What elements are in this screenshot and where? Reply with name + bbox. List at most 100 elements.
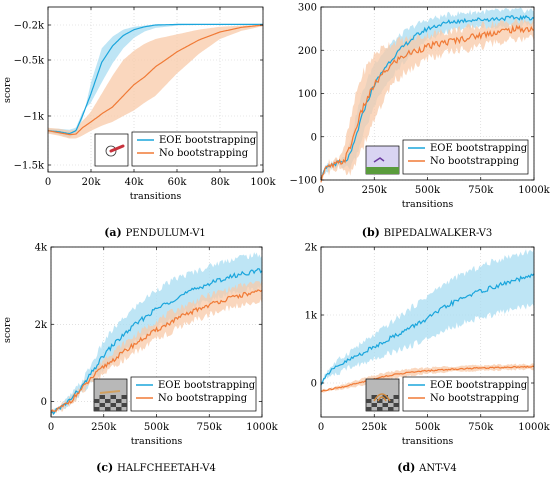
floor-tile-icon bbox=[371, 395, 377, 399]
x-tick-label: 0 bbox=[48, 422, 54, 433]
floor-tile-icon bbox=[116, 399, 122, 403]
legend-box bbox=[130, 376, 257, 412]
x-tick-label: 60k bbox=[168, 177, 188, 188]
floor-tile-icon bbox=[377, 399, 383, 403]
series-band-2 bbox=[48, 24, 263, 139]
legend-label: EOE bootstrapping bbox=[159, 135, 257, 146]
subfigure-caption: (d) ANT-V4 bbox=[397, 461, 457, 474]
x-axis-label: transitions bbox=[131, 436, 183, 447]
floor-tile-icon bbox=[121, 395, 127, 399]
y-tick-label: 0 bbox=[41, 397, 47, 408]
floor-tile-icon bbox=[382, 403, 388, 407]
ant-icon bbox=[373, 393, 391, 402]
x-tick-label: 80k bbox=[211, 177, 231, 188]
floor-tile-icon bbox=[105, 407, 111, 411]
series-line-2 bbox=[321, 365, 535, 392]
legend-label: EOE bootstrapping bbox=[430, 380, 528, 391]
floor-tile-icon bbox=[99, 403, 105, 407]
plot-frame bbox=[47, 6, 264, 173]
x-tick-label: 750k bbox=[468, 422, 494, 433]
legend: EOE bootstrapping No bootstrapping bbox=[131, 131, 258, 167]
y-tick-label: 2k bbox=[35, 320, 48, 331]
environment-thumbnail bbox=[365, 145, 400, 175]
y-tick-label: −100 bbox=[290, 176, 317, 187]
legend-box bbox=[402, 376, 529, 412]
environment-thumbnail bbox=[365, 378, 400, 412]
y-tick-label: −0.5k bbox=[14, 56, 45, 67]
floor-tile-icon bbox=[377, 407, 383, 411]
floor-tile-icon bbox=[371, 403, 377, 407]
x-tick-label: 0 bbox=[318, 185, 324, 196]
series-line-1 bbox=[47, 23, 263, 135]
caption-name: ANT-V4 bbox=[418, 463, 457, 474]
x-tick-label: 1000k bbox=[246, 422, 278, 433]
legend-label: EOE bootstrapping bbox=[158, 380, 256, 391]
series-band-2 bbox=[321, 363, 534, 393]
legend-box bbox=[131, 131, 258, 167]
subfigure-caption: (b) BIPEDALWALKER-V3 bbox=[362, 226, 492, 239]
series-line-2 bbox=[47, 24, 264, 136]
legend-label: No bootstrapping bbox=[159, 148, 249, 159]
x-tick-label: 500k bbox=[415, 185, 441, 196]
legend-label: No bootstrapping bbox=[158, 393, 248, 404]
y-tick-label: 4k bbox=[35, 243, 48, 254]
x-tick-label: 250k bbox=[362, 422, 388, 433]
y-tick-label: −1.5k bbox=[14, 161, 45, 172]
x-axis-label: transitions bbox=[130, 191, 182, 202]
caption-letter: (a) bbox=[104, 226, 125, 239]
caption-letter: (b) bbox=[362, 226, 384, 239]
legend-label: No bootstrapping bbox=[430, 393, 520, 404]
floor-tile-icon bbox=[105, 399, 111, 403]
pendulum-pivot-icon bbox=[105, 145, 117, 157]
environment-thumbnail bbox=[93, 378, 128, 412]
x-tick-label: 750k bbox=[468, 185, 494, 196]
legend: EOE bootstrapping No bootstrapping bbox=[402, 376, 529, 412]
subfigure-caption: (c) HALFCHEETAH-V4 bbox=[96, 461, 216, 474]
floor-tile-icon bbox=[382, 395, 388, 399]
chart-panel-1: 0 20k 40k 60k 80k 100k −1.5k −1k −0.5k −0.2k trans… bbox=[2, 6, 277, 239]
floor-tile-icon bbox=[116, 407, 122, 411]
legend: EOE bootstrapping No bootstrapping bbox=[402, 139, 529, 175]
floor-tile-icon bbox=[121, 403, 127, 407]
x-tick-label: 0 bbox=[318, 422, 324, 433]
y-tick-label: 1k bbox=[305, 311, 318, 322]
series-line-1 bbox=[320, 273, 535, 386]
caption-letter: (c) bbox=[96, 461, 117, 474]
x-axis-label: transitions bbox=[402, 199, 454, 210]
floor-tile-icon bbox=[393, 395, 399, 399]
floor-tile-icon bbox=[110, 395, 116, 399]
x-tick-label: 100k bbox=[250, 177, 276, 188]
floor-tile-icon bbox=[99, 395, 105, 399]
series-band-1 bbox=[321, 248, 534, 386]
subfigure-caption: (a) PENDULUM-V1 bbox=[104, 226, 206, 239]
x-tick-label: 0 bbox=[45, 177, 51, 188]
floor-tile-icon bbox=[94, 407, 100, 411]
floor-tile-icon bbox=[366, 399, 372, 403]
y-tick-label: −0.2k bbox=[14, 21, 45, 32]
series-line-1 bbox=[320, 14, 535, 179]
thumbnail-frame bbox=[94, 133, 129, 167]
legend: EOE bootstrapping No bootstrapping bbox=[130, 376, 257, 412]
floor-tile-icon bbox=[366, 407, 372, 411]
x-tick-label: 1000k bbox=[518, 422, 550, 433]
legend-label: No bootstrapping bbox=[430, 156, 520, 167]
x-tick-label: 20k bbox=[82, 177, 102, 188]
caption-name: PENDULUM-V1 bbox=[126, 228, 206, 239]
x-tick-label: 250k bbox=[362, 185, 388, 196]
y-tick-label: 100 bbox=[298, 89, 317, 100]
caption-letter: (d) bbox=[397, 461, 419, 474]
x-tick-label: 1000k bbox=[518, 185, 550, 196]
y-tick-label: −1k bbox=[23, 112, 45, 123]
x-tick-label: 250k bbox=[91, 422, 117, 433]
series-line-1 bbox=[50, 268, 263, 416]
x-tick-label: 750k bbox=[197, 422, 223, 433]
chart-panel-2: 0 250k 500k 750k 1000k−1000100200300transiti… bbox=[290, 3, 550, 240]
ground-icon bbox=[366, 167, 399, 174]
chart-panel-3: 0 250k 500k 750k 1000k 0 2k 4k transitions score E… bbox=[2, 243, 279, 475]
series-band-2 bbox=[321, 16, 534, 183]
walker-icon bbox=[373, 157, 385, 163]
legend-label: EOE bootstrapping bbox=[430, 143, 528, 154]
series-band-1 bbox=[48, 24, 263, 138]
floor-tile-icon bbox=[110, 403, 116, 407]
cheetah-icon bbox=[99, 390, 121, 394]
